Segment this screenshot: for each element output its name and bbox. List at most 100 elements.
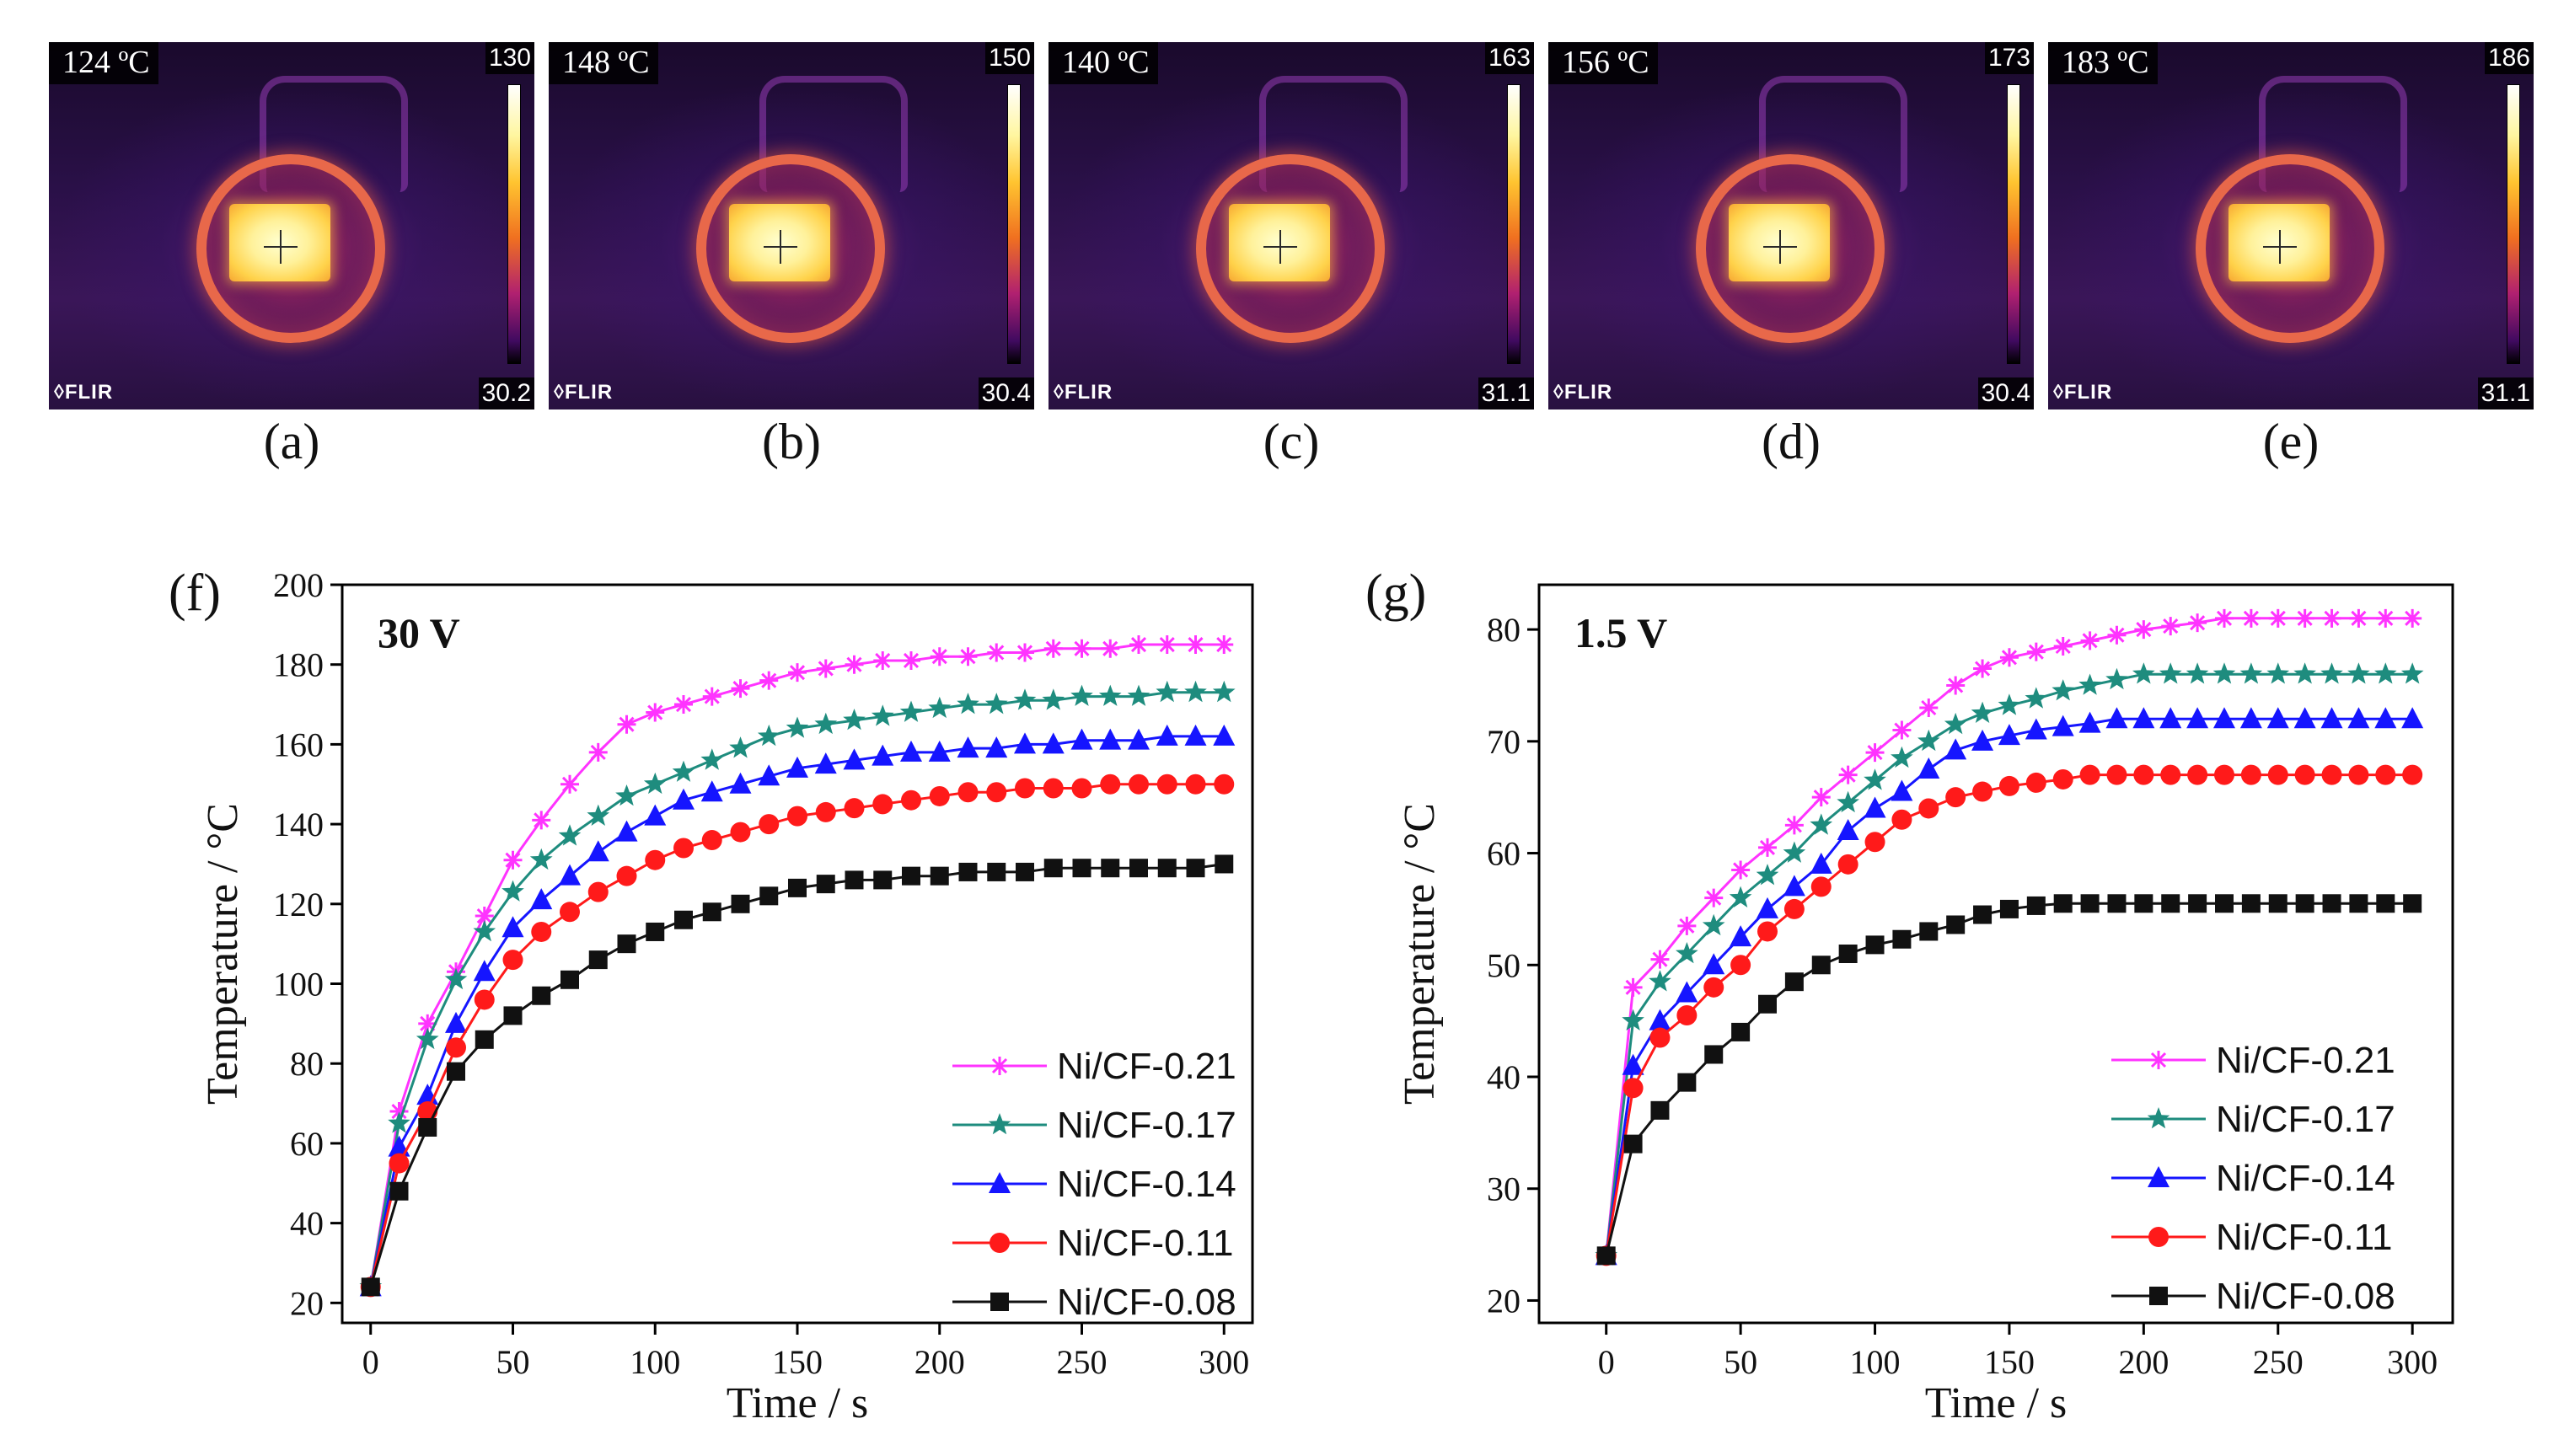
data-point xyxy=(2026,642,2046,661)
data-point xyxy=(1837,790,1859,813)
data-point xyxy=(617,934,636,954)
y-tick-label: 140 xyxy=(273,806,324,843)
y-tick-label: 80 xyxy=(1487,611,1521,649)
scale-max: 130 xyxy=(485,42,534,74)
scale-max: 163 xyxy=(1484,42,1534,74)
data-point xyxy=(2186,707,2209,729)
data-point xyxy=(2159,707,2182,729)
y-tick-label: 100 xyxy=(273,966,324,1004)
data-point xyxy=(1215,635,1234,655)
data-point xyxy=(1944,712,1967,735)
data-point xyxy=(1013,688,1037,710)
series-Ni/CF-0.11 xyxy=(360,774,1235,1298)
data-point xyxy=(1014,732,1036,754)
data-point xyxy=(2295,608,2314,628)
data-point xyxy=(729,772,752,794)
data-point xyxy=(1184,724,1207,746)
data-point xyxy=(1917,729,1940,752)
data-point xyxy=(2107,894,2127,913)
data-point xyxy=(1649,1027,1671,1048)
data-point xyxy=(1649,970,1671,992)
x-tick-label: 150 xyxy=(1984,1343,2035,1381)
data-point xyxy=(2053,637,2073,656)
chart-title: 1.5 V xyxy=(1574,609,1667,656)
data-point xyxy=(2401,707,2424,729)
data-point xyxy=(646,703,665,722)
data-point xyxy=(1864,832,1885,853)
data-point xyxy=(1622,1078,1644,1099)
data-point xyxy=(899,700,923,722)
data-point xyxy=(957,736,979,758)
data-point xyxy=(1072,639,1091,658)
data-point xyxy=(473,960,496,982)
data-point xyxy=(930,647,949,666)
data-point xyxy=(731,679,750,699)
data-point xyxy=(1042,688,1065,710)
data-point xyxy=(1783,875,1805,897)
chart-f: 20 40 60 80 100 120 140 160 180 200 0 50 100 150 200 25… xyxy=(169,565,1254,1427)
data-point xyxy=(1865,743,1885,763)
data-point xyxy=(2294,764,2315,785)
scale-max: 186 xyxy=(2484,42,2534,74)
data-point xyxy=(418,1014,437,1033)
data-point xyxy=(759,886,779,906)
legend-marker xyxy=(990,1293,1009,1311)
data-point xyxy=(1704,1045,1724,1064)
data-point xyxy=(1623,977,1643,997)
color-scale-bar xyxy=(507,84,521,364)
data-point xyxy=(987,862,1006,881)
data-point xyxy=(872,744,894,766)
data-point xyxy=(1128,728,1150,750)
x-tick-label: 150 xyxy=(772,1343,823,1381)
data-point xyxy=(786,716,809,738)
data-point xyxy=(2322,608,2341,628)
series-Ni/CF-0.14 xyxy=(359,724,1236,1297)
data-point xyxy=(2240,764,2261,785)
data-point xyxy=(2402,764,2423,785)
data-point xyxy=(1864,768,1886,790)
data-point xyxy=(729,736,752,758)
flir-logo: ◊FLIR xyxy=(554,381,614,404)
data-point xyxy=(845,655,864,674)
data-point xyxy=(2239,662,2263,684)
legend-entry: Ni/CF-0.14 xyxy=(2111,1158,2395,1199)
data-point xyxy=(1214,774,1235,795)
color-scale-bar xyxy=(1507,84,1521,364)
data-point xyxy=(645,849,666,870)
data-point xyxy=(1043,778,1064,799)
color-scale-bar xyxy=(2007,84,2020,364)
data-point xyxy=(1703,953,1725,975)
data-point xyxy=(2132,662,2155,684)
data-point xyxy=(1071,778,1092,799)
data-point xyxy=(558,824,582,846)
data-point xyxy=(1215,854,1234,874)
data-point xyxy=(1783,841,1806,863)
legend-entry: Ni/CF-0.21 xyxy=(2111,1040,2395,1081)
data-point xyxy=(1730,955,1751,976)
data-point xyxy=(902,650,920,670)
data-point xyxy=(1999,648,2019,667)
series-Ni/CF-0.11 xyxy=(1596,764,2423,1266)
crosshair-icon xyxy=(1763,230,1797,264)
data-point xyxy=(1704,888,1724,907)
data-point xyxy=(814,712,838,735)
data-point xyxy=(1677,1073,1697,1092)
legend-entry: Ni/CF-0.11 xyxy=(2111,1217,2392,1258)
data-point xyxy=(2133,764,2154,785)
x-tick-label: 200 xyxy=(914,1343,965,1381)
data-point xyxy=(617,715,636,734)
data-point xyxy=(1758,838,1777,857)
y-axis-label: Temperature / °C xyxy=(199,803,247,1105)
legend-marker xyxy=(990,1233,1010,1253)
data-point xyxy=(445,1011,467,1033)
spot-temperature: 183 ºC xyxy=(2048,42,2158,84)
data-point xyxy=(701,830,722,851)
data-point xyxy=(2403,894,2422,913)
data-point xyxy=(1998,693,2021,715)
flir-logo: ◊FLIR xyxy=(54,381,114,404)
data-point xyxy=(930,866,949,886)
data-point xyxy=(1042,732,1065,754)
panel-label-c: (c) xyxy=(1263,414,1320,469)
data-point xyxy=(672,760,695,782)
data-point xyxy=(559,864,581,886)
